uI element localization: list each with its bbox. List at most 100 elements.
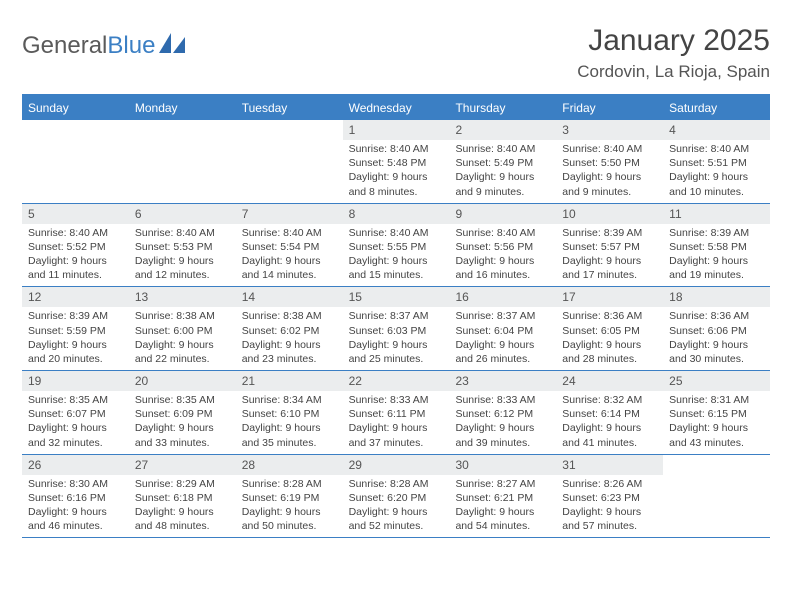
month-title: January 2025 <box>577 24 770 58</box>
day-info: Sunrise: 8:30 AMSunset: 6:16 PMDaylight:… <box>22 477 129 534</box>
sunset-text: Sunset: 6:15 PM <box>669 407 764 421</box>
week-row: 26Sunrise: 8:30 AMSunset: 6:16 PMDayligh… <box>22 455 770 539</box>
day-cell: 15Sunrise: 8:37 AMSunset: 6:03 PMDayligh… <box>343 287 450 370</box>
day-cell: . <box>129 120 236 203</box>
day-info: Sunrise: 8:31 AMSunset: 6:15 PMDaylight:… <box>663 393 770 450</box>
day-info: Sunrise: 8:28 AMSunset: 6:20 PMDaylight:… <box>343 477 450 534</box>
sunset-text: Sunset: 5:48 PM <box>349 156 444 170</box>
sunset-text: Sunset: 6:14 PM <box>562 407 657 421</box>
day-number: 6 <box>129 204 236 224</box>
day-number: 25 <box>663 371 770 391</box>
daylight-text: Daylight: 9 hours and 30 minutes. <box>669 338 764 366</box>
daylight-text: Daylight: 9 hours and 11 minutes. <box>28 254 123 282</box>
sunset-text: Sunset: 6:05 PM <box>562 324 657 338</box>
day-number: 27 <box>129 455 236 475</box>
daylight-text: Daylight: 9 hours and 23 minutes. <box>242 338 337 366</box>
day-cell: 16Sunrise: 8:37 AMSunset: 6:04 PMDayligh… <box>449 287 556 370</box>
weekday-thu: Thursday <box>449 96 556 120</box>
day-info: Sunrise: 8:40 AMSunset: 5:52 PMDaylight:… <box>22 226 129 283</box>
day-cell: 12Sunrise: 8:39 AMSunset: 5:59 PMDayligh… <box>22 287 129 370</box>
sunrise-text: Sunrise: 8:35 AM <box>28 393 123 407</box>
day-number: 3 <box>556 120 663 140</box>
weekday-mon: Monday <box>129 96 236 120</box>
day-cell: 27Sunrise: 8:29 AMSunset: 6:18 PMDayligh… <box>129 455 236 538</box>
day-info: Sunrise: 8:39 AMSunset: 5:59 PMDaylight:… <box>22 309 129 366</box>
day-cell: 20Sunrise: 8:35 AMSunset: 6:09 PMDayligh… <box>129 371 236 454</box>
day-cell: 3Sunrise: 8:40 AMSunset: 5:50 PMDaylight… <box>556 120 663 203</box>
day-info: Sunrise: 8:27 AMSunset: 6:21 PMDaylight:… <box>449 477 556 534</box>
sunset-text: Sunset: 6:18 PM <box>135 491 230 505</box>
day-info: Sunrise: 8:39 AMSunset: 5:57 PMDaylight:… <box>556 226 663 283</box>
day-info: Sunrise: 8:36 AMSunset: 6:06 PMDaylight:… <box>663 309 770 366</box>
sunset-text: Sunset: 6:16 PM <box>28 491 123 505</box>
daylight-text: Daylight: 9 hours and 52 minutes. <box>349 505 444 533</box>
day-cell: . <box>22 120 129 203</box>
day-info: Sunrise: 8:33 AMSunset: 6:11 PMDaylight:… <box>343 393 450 450</box>
day-cell: 26Sunrise: 8:30 AMSunset: 6:16 PMDayligh… <box>22 455 129 538</box>
sunset-text: Sunset: 5:54 PM <box>242 240 337 254</box>
day-info: Sunrise: 8:40 AMSunset: 5:55 PMDaylight:… <box>343 226 450 283</box>
day-cell: 24Sunrise: 8:32 AMSunset: 6:14 PMDayligh… <box>556 371 663 454</box>
daylight-text: Daylight: 9 hours and 8 minutes. <box>349 170 444 198</box>
day-info: Sunrise: 8:40 AMSunset: 5:48 PMDaylight:… <box>343 142 450 199</box>
day-number: 30 <box>449 455 556 475</box>
day-info: Sunrise: 8:40 AMSunset: 5:54 PMDaylight:… <box>236 226 343 283</box>
sunrise-text: Sunrise: 8:40 AM <box>28 226 123 240</box>
sunrise-text: Sunrise: 8:39 AM <box>562 226 657 240</box>
sunrise-text: Sunrise: 8:28 AM <box>242 477 337 491</box>
daylight-text: Daylight: 9 hours and 48 minutes. <box>135 505 230 533</box>
sunrise-text: Sunrise: 8:32 AM <box>562 393 657 407</box>
day-cell: 22Sunrise: 8:33 AMSunset: 6:11 PMDayligh… <box>343 371 450 454</box>
daylight-text: Daylight: 9 hours and 46 minutes. <box>28 505 123 533</box>
day-number: 23 <box>449 371 556 391</box>
day-number: 15 <box>343 287 450 307</box>
sunset-text: Sunset: 5:56 PM <box>455 240 550 254</box>
sunrise-text: Sunrise: 8:40 AM <box>669 142 764 156</box>
day-cell: 25Sunrise: 8:31 AMSunset: 6:15 PMDayligh… <box>663 371 770 454</box>
day-cell: 21Sunrise: 8:34 AMSunset: 6:10 PMDayligh… <box>236 371 343 454</box>
sunrise-text: Sunrise: 8:26 AM <box>562 477 657 491</box>
daylight-text: Daylight: 9 hours and 16 minutes. <box>455 254 550 282</box>
daylight-text: Daylight: 9 hours and 35 minutes. <box>242 421 337 449</box>
brand-name-1: General <box>22 32 107 59</box>
day-info: Sunrise: 8:35 AMSunset: 6:09 PMDaylight:… <box>129 393 236 450</box>
week-row: 12Sunrise: 8:39 AMSunset: 5:59 PMDayligh… <box>22 287 770 371</box>
weekday-tue: Tuesday <box>236 96 343 120</box>
daylight-text: Daylight: 9 hours and 43 minutes. <box>669 421 764 449</box>
day-info: Sunrise: 8:37 AMSunset: 6:03 PMDaylight:… <box>343 309 450 366</box>
day-info: Sunrise: 8:40 AMSunset: 5:50 PMDaylight:… <box>556 142 663 199</box>
sunrise-text: Sunrise: 8:40 AM <box>455 226 550 240</box>
sunrise-text: Sunrise: 8:38 AM <box>135 309 230 323</box>
day-cell: 18Sunrise: 8:36 AMSunset: 6:06 PMDayligh… <box>663 287 770 370</box>
sunrise-text: Sunrise: 8:40 AM <box>562 142 657 156</box>
day-number: 26 <box>22 455 129 475</box>
sunrise-text: Sunrise: 8:30 AM <box>28 477 123 491</box>
sunset-text: Sunset: 6:10 PM <box>242 407 337 421</box>
sunrise-text: Sunrise: 8:31 AM <box>669 393 764 407</box>
sunset-text: Sunset: 5:57 PM <box>562 240 657 254</box>
sunrise-text: Sunrise: 8:27 AM <box>455 477 550 491</box>
header: GeneralBlue January 2025 Cordovin, La Ri… <box>22 24 770 82</box>
sunset-text: Sunset: 6:09 PM <box>135 407 230 421</box>
day-info: Sunrise: 8:40 AMSunset: 5:56 PMDaylight:… <box>449 226 556 283</box>
sunrise-text: Sunrise: 8:40 AM <box>135 226 230 240</box>
daylight-text: Daylight: 9 hours and 33 minutes. <box>135 421 230 449</box>
day-info: Sunrise: 8:35 AMSunset: 6:07 PMDaylight:… <box>22 393 129 450</box>
sunset-text: Sunset: 5:58 PM <box>669 240 764 254</box>
sunset-text: Sunset: 5:51 PM <box>669 156 764 170</box>
sunset-text: Sunset: 6:04 PM <box>455 324 550 338</box>
sunset-text: Sunset: 6:06 PM <box>669 324 764 338</box>
sunrise-text: Sunrise: 8:40 AM <box>242 226 337 240</box>
day-cell: 4Sunrise: 8:40 AMSunset: 5:51 PMDaylight… <box>663 120 770 203</box>
sunset-text: Sunset: 6:11 PM <box>349 407 444 421</box>
day-number: 31 <box>556 455 663 475</box>
day-number: 5 <box>22 204 129 224</box>
day-cell: 23Sunrise: 8:33 AMSunset: 6:12 PMDayligh… <box>449 371 556 454</box>
day-number: 7 <box>236 204 343 224</box>
day-number: 16 <box>449 287 556 307</box>
sunrise-text: Sunrise: 8:36 AM <box>562 309 657 323</box>
sunset-text: Sunset: 5:53 PM <box>135 240 230 254</box>
day-cell: 9Sunrise: 8:40 AMSunset: 5:56 PMDaylight… <box>449 204 556 287</box>
day-cell: 30Sunrise: 8:27 AMSunset: 6:21 PMDayligh… <box>449 455 556 538</box>
daylight-text: Daylight: 9 hours and 17 minutes. <box>562 254 657 282</box>
